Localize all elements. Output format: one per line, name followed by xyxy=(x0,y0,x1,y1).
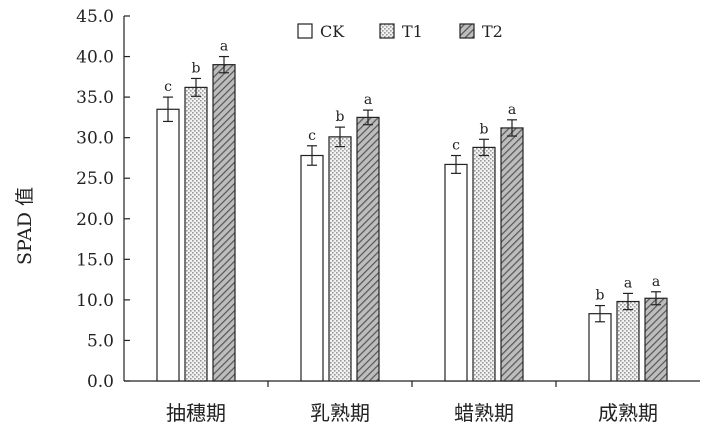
y-tick-label: 45.0 xyxy=(76,7,114,27)
y-tick-label: 5.0 xyxy=(87,331,114,351)
y-tick-label: 10.0 xyxy=(76,291,114,311)
bar-t2 xyxy=(644,297,668,382)
bar-t2 xyxy=(500,127,524,382)
bar-ck xyxy=(156,108,180,382)
legend-swatch-t2 xyxy=(459,23,475,39)
legend-label-ck: CK xyxy=(320,22,345,41)
bar-ck xyxy=(444,163,468,382)
y-tick-label: 30.0 xyxy=(76,129,114,149)
category-label: 抽穗期 xyxy=(166,401,226,425)
legend-label-t2: T2 xyxy=(482,22,503,41)
bar-t1 xyxy=(184,86,208,382)
y-tick-label: 15.0 xyxy=(76,250,114,270)
significance-label: a xyxy=(508,102,516,118)
significance-label: a xyxy=(220,39,228,55)
significance-label: a xyxy=(364,92,372,108)
significance-label: c xyxy=(308,128,316,144)
y-tick-label: 40.0 xyxy=(76,48,114,68)
significance-label: b xyxy=(480,121,489,137)
significance-label: a xyxy=(652,274,660,290)
significance-label: c xyxy=(452,138,460,154)
significance-label: b xyxy=(192,60,201,76)
legend-swatch-t1 xyxy=(379,23,395,39)
bar-t1 xyxy=(472,146,496,382)
significance-label: a xyxy=(624,275,632,291)
bar-t2 xyxy=(356,116,380,382)
bar-ck xyxy=(300,154,324,382)
significance-label: c xyxy=(164,79,172,95)
y-tick-label: 35.0 xyxy=(76,88,114,108)
y-tick-label: 20.0 xyxy=(76,210,114,230)
bar-t1 xyxy=(328,136,352,382)
y-tick-label: 25.0 xyxy=(76,169,114,189)
significance-label: b xyxy=(336,109,345,125)
bar-ck xyxy=(588,313,612,382)
bar-t2 xyxy=(212,64,236,382)
category-label: 乳熟期 xyxy=(310,401,370,425)
bar-t1 xyxy=(616,300,640,382)
y-tick-label: 0.0 xyxy=(87,372,114,392)
legend-label-t1: T1 xyxy=(402,22,423,41)
y-axis-title: SPAD 值 xyxy=(14,187,36,265)
significance-label: b xyxy=(596,288,605,304)
category-label: 成熟期 xyxy=(598,401,658,425)
category-label: 蜡熟期 xyxy=(454,401,514,425)
legend-swatch-ck xyxy=(297,23,313,39)
